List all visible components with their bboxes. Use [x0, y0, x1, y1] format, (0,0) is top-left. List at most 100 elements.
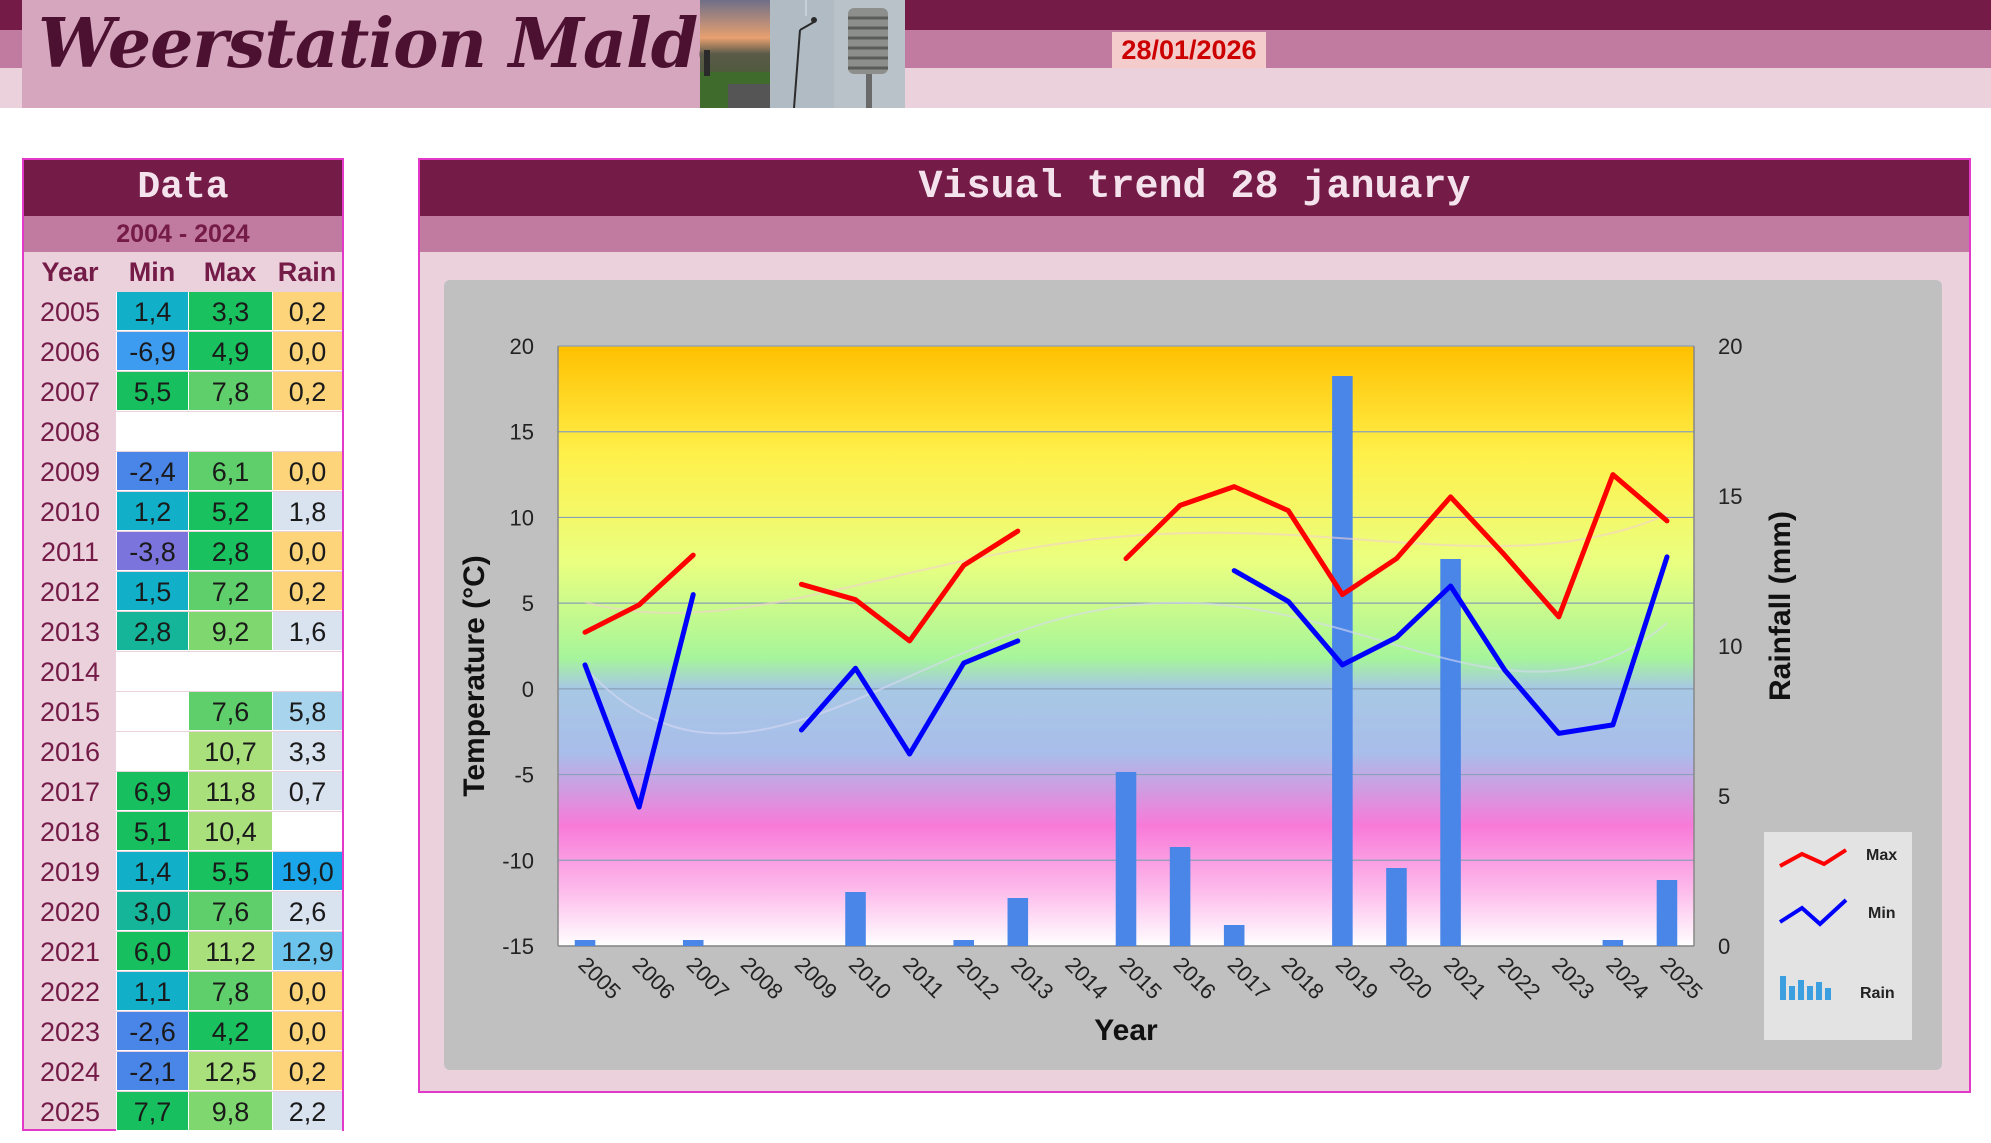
cell-year: 2006: [39, 337, 101, 367]
cell-max: 7,6: [188, 892, 272, 931]
cell-year: 2018: [39, 817, 101, 847]
table-row: 2020 3,0 7,6 2,6: [24, 892, 342, 932]
cell-min: [116, 692, 188, 731]
rain-bar: [845, 892, 866, 946]
cell-rain: [272, 652, 342, 691]
cell-max: 7,6: [188, 692, 272, 731]
cell-min: 5,5: [116, 372, 188, 411]
table-row: 2010 1,2 5,2 1,8: [24, 492, 342, 532]
cell-year: 2023: [39, 1017, 101, 1047]
column-header-year: Year: [41, 257, 99, 287]
cell-min: 1,4: [116, 292, 188, 331]
cell-min: -2,6: [116, 1012, 188, 1051]
cell-rain: 0,2: [272, 1052, 342, 1091]
cell-max: 9,2: [188, 612, 272, 651]
chart-panel-title: Visual trend 28 january: [420, 160, 1969, 216]
cell-min: [116, 652, 188, 691]
rain-bar: [953, 940, 974, 946]
table-row: 2023 -2,6 4,2 0,0: [24, 1012, 342, 1052]
cell-max: 6,1: [188, 452, 272, 491]
cell-year: 2014: [39, 657, 101, 687]
cell-max: 9,8: [188, 1092, 272, 1131]
cell-rain: 0,2: [272, 292, 342, 331]
table-row: 2013 2,8 9,2 1,6: [24, 612, 342, 652]
cell-min: 1,4: [116, 852, 188, 891]
cell-year: 2013: [39, 617, 101, 647]
y-tick-label: 15: [510, 420, 534, 445]
table-row: 2017 6,9 11,8 0,7: [24, 772, 342, 812]
rain-bar: [1602, 940, 1624, 946]
rain-bar: [682, 940, 704, 946]
cell-max: [188, 412, 272, 451]
cell-year: 2022: [39, 977, 101, 1007]
table-row: 2008: [24, 412, 342, 452]
column-header-max: Max: [203, 257, 257, 287]
legend-icon-rain-bar: [1816, 982, 1822, 1000]
min-trendline: [584, 601, 1668, 735]
chart-panel: Visual trend 28 january -15 -10 -5 0 5 10 15 20…: [418, 158, 1971, 1093]
table-row: 2022 1,1 7,8 0,0: [24, 972, 342, 1012]
cell-year: 2017: [39, 777, 101, 807]
y2-tick-label: 0: [1718, 934, 1730, 959]
cell-year: 2019: [39, 857, 101, 887]
cell-rain: 2,6: [272, 892, 342, 931]
cell-min: 7,7: [116, 1092, 188, 1131]
cell-rain: 2,2: [272, 1092, 342, 1131]
legend-icon-rain-bar: [1780, 976, 1786, 1000]
data-panel-title: Data: [24, 160, 342, 216]
legend-icon-rain-bar: [1798, 980, 1804, 1000]
legend-box: [1764, 832, 1912, 1040]
table-row: 2024 -2,1 12,5 0,2: [24, 1052, 342, 1092]
series-line-min: [582, 554, 1670, 810]
cell-max: 11,2: [188, 932, 272, 971]
site-title-box: [22, 0, 700, 108]
rain-bar: [1007, 898, 1029, 946]
cell-rain: 0,2: [272, 372, 342, 411]
table-header: Year Min Max Rain: [24, 252, 342, 292]
rain-bar: [1223, 925, 1245, 946]
y-axis-title: Temperature (°C): [458, 555, 491, 796]
cell-min: 3,0: [116, 892, 188, 931]
legend-label-max: Max: [1866, 847, 1897, 864]
cell-rain: 0,0: [272, 972, 342, 1011]
table-row: 2007 5,5 7,8 0,2: [24, 372, 342, 412]
legend-icon-max: [1779, 848, 1848, 868]
column-header-min: Min: [128, 257, 176, 287]
cell-max: 10,4: [188, 812, 272, 851]
cell-min: [116, 412, 188, 451]
cell-rain: 0,0: [272, 452, 342, 491]
y2-tick-label: 20: [1718, 334, 1742, 359]
table-row: 2012 1,5 7,2 0,2: [24, 572, 342, 612]
table-row: 2018 5,1 10,4: [24, 812, 342, 852]
cell-year: 2025: [39, 1097, 101, 1127]
y-tick-label: 10: [510, 505, 534, 530]
cell-max: 2,8: [188, 532, 272, 571]
cell-year: 2015: [39, 697, 101, 727]
cell-min: 1,5: [116, 572, 188, 611]
photo-landscape: [700, 0, 770, 108]
legend-icon-rain-bar: [1807, 986, 1813, 1000]
photo-screen: [834, 0, 905, 108]
cell-max: 5,5: [188, 852, 272, 891]
cell-max: 12,5: [188, 1052, 272, 1091]
cell-min: [116, 732, 188, 771]
legend-label-rain: Rain: [1860, 985, 1895, 1002]
current-date: 28/01/2026: [1112, 32, 1266, 68]
table-row: 2021 6,0 11,2 12,9: [24, 932, 342, 972]
column-header-rain: Rain: [277, 257, 337, 287]
rain-bar: [1656, 880, 1678, 946]
cell-max: 10,7: [188, 732, 272, 771]
cell-year: 2012: [39, 577, 101, 607]
cell-rain: 0,0: [272, 532, 342, 571]
cell-max: 7,8: [188, 972, 272, 1011]
table-row: 2015 7,6 5,8: [24, 692, 342, 732]
data-period: 2004 - 2024: [24, 216, 342, 252]
y2-tick-label: 5: [1718, 784, 1730, 809]
table-row: 2006 -6,9 4,9 0,0: [24, 332, 342, 372]
cell-year: 2016: [39, 737, 101, 767]
cell-rain: 0,0: [272, 332, 342, 371]
y2-tick-label: 10: [1718, 634, 1742, 659]
cell-rain: 0,2: [272, 572, 342, 611]
cell-max: 3,3: [188, 292, 272, 331]
cell-min: 5,1: [116, 812, 188, 851]
